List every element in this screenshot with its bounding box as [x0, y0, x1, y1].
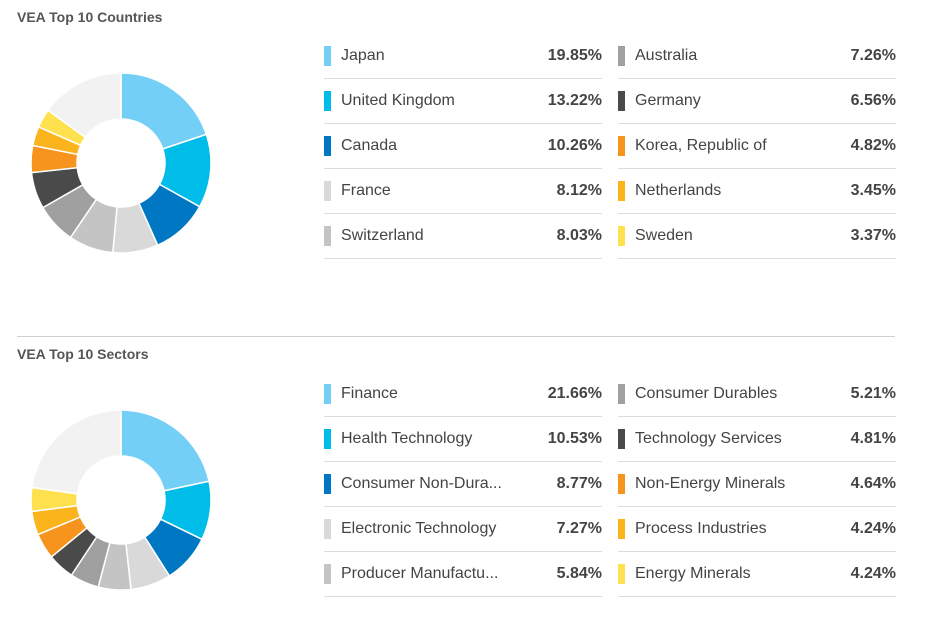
- legend-swatch: [618, 474, 625, 494]
- list-item: Process Industries 4.24%: [618, 507, 896, 552]
- item-label: Australia: [635, 47, 698, 64]
- list-item: Australia 7.26%: [618, 34, 896, 79]
- item-label: Non-Energy Minerals: [635, 475, 786, 492]
- list-item: Germany 6.56%: [618, 79, 896, 124]
- legend-swatch: [324, 226, 331, 246]
- item-label: Consumer Durables: [635, 385, 778, 402]
- legend-swatch: [618, 564, 625, 584]
- legend-swatch: [618, 91, 625, 111]
- item-value: 4.24%: [850, 520, 896, 537]
- legend-swatch: [618, 519, 625, 539]
- list-item: Technology Services 4.81%: [618, 417, 896, 462]
- item-value: 8.77%: [556, 475, 602, 492]
- legend-swatch: [618, 136, 625, 156]
- item-label: Finance: [341, 385, 398, 402]
- item-label: Korea, Republic of: [635, 137, 767, 154]
- item-label: France: [341, 182, 391, 199]
- legend-swatch: [618, 429, 625, 449]
- item-value: 8.03%: [556, 227, 602, 244]
- legend-swatch: [324, 429, 331, 449]
- countries-section: VEA Top 10 Countries Japan 19.85% United …: [17, 9, 896, 259]
- sectors-left-list: Finance 21.66% Health Technology 10.53% Co…: [324, 372, 602, 597]
- countries-left-list: Japan 19.85% United Kingdom 13.22% Canada 1…: [324, 34, 602, 259]
- country-slice: [120, 72, 208, 150]
- list-item: Japan 19.85%: [324, 34, 602, 79]
- legend-swatch: [324, 519, 331, 539]
- legend-swatch: [324, 46, 331, 66]
- sectors-donut-chart: [30, 409, 212, 591]
- list-item: Electronic Technology 7.27%: [324, 507, 602, 552]
- item-label: Technology Services: [635, 430, 782, 447]
- list-item: Canada 10.26%: [324, 124, 602, 169]
- item-value: 7.26%: [850, 47, 896, 64]
- list-item: Energy Minerals 4.24%: [618, 552, 896, 597]
- item-value: 4.81%: [850, 430, 896, 447]
- sectors-right-list: Consumer Durables 5.21% Technology Servic…: [618, 372, 896, 597]
- legend-swatch: [324, 181, 331, 201]
- item-value: 21.66%: [547, 385, 602, 402]
- sector-slice: [120, 409, 210, 492]
- sectors-section: VEA Top 10 Sectors Finance 21.66% Health …: [0, 337, 935, 617]
- sectors-title: VEA Top 10 Sectors: [17, 346, 149, 362]
- list-item: Producer Manufactu... 5.84%: [324, 552, 602, 597]
- countries-right-list: Australia 7.26% Germany 6.56% Korea, Repub…: [618, 34, 896, 259]
- remainder-slice: [31, 409, 122, 495]
- list-item: Health Technology 10.53%: [324, 417, 602, 462]
- item-value: 4.82%: [850, 137, 896, 154]
- item-label: Canada: [341, 137, 398, 154]
- list-item: United Kingdom 13.22%: [324, 79, 602, 124]
- list-item: Consumer Non-Dura... 8.77%: [324, 462, 602, 507]
- item-label: Sweden: [635, 227, 693, 244]
- legend-swatch: [324, 384, 331, 404]
- item-label: Japan: [341, 47, 385, 64]
- legend-swatch: [324, 91, 331, 111]
- item-label: Health Technology: [341, 430, 473, 447]
- list-item: Sweden 3.37%: [618, 214, 896, 259]
- item-value: 4.64%: [850, 475, 896, 492]
- item-label: Electronic Technology: [341, 520, 497, 537]
- item-value: 7.27%: [556, 520, 602, 537]
- list-item: France 8.12%: [324, 169, 602, 214]
- legend-swatch: [618, 226, 625, 246]
- legend-swatch: [618, 181, 625, 201]
- item-value: 4.24%: [850, 565, 896, 582]
- legend-swatch: [618, 46, 625, 66]
- legend-swatch: [324, 564, 331, 584]
- item-value: 6.56%: [850, 92, 896, 109]
- item-label: Netherlands: [635, 182, 722, 199]
- countries-title: VEA Top 10 Countries: [17, 9, 163, 25]
- legend-swatch: [618, 384, 625, 404]
- section-divider: [17, 336, 895, 337]
- countries-donut-chart: [30, 72, 212, 254]
- list-item: Switzerland 8.03%: [324, 214, 602, 259]
- item-label: Process Industries: [635, 520, 767, 537]
- item-label: Germany: [635, 92, 701, 109]
- item-value: 10.53%: [547, 430, 602, 447]
- item-value: 10.26%: [547, 137, 602, 154]
- list-item: Korea, Republic of 4.82%: [618, 124, 896, 169]
- item-value: 5.84%: [556, 565, 602, 582]
- item-value: 3.37%: [850, 227, 896, 244]
- item-label: Producer Manufactu...: [341, 565, 499, 582]
- item-value: 8.12%: [556, 182, 602, 199]
- item-value: 3.45%: [850, 182, 896, 199]
- item-label: Consumer Non-Dura...: [341, 475, 502, 492]
- item-value: 19.85%: [547, 47, 602, 64]
- item-value: 13.22%: [547, 92, 602, 109]
- legend-swatch: [324, 474, 331, 494]
- list-item: Consumer Durables 5.21%: [618, 372, 896, 417]
- item-label: Switzerland: [341, 227, 424, 244]
- item-label: United Kingdom: [341, 92, 455, 109]
- list-item: Non-Energy Minerals 4.64%: [618, 462, 896, 507]
- item-value: 5.21%: [850, 385, 896, 402]
- legend-swatch: [324, 136, 331, 156]
- item-label: Energy Minerals: [635, 565, 751, 582]
- remainder-slice: [46, 72, 122, 139]
- list-item: Netherlands 3.45%: [618, 169, 896, 214]
- list-item: Finance 21.66%: [324, 372, 602, 417]
